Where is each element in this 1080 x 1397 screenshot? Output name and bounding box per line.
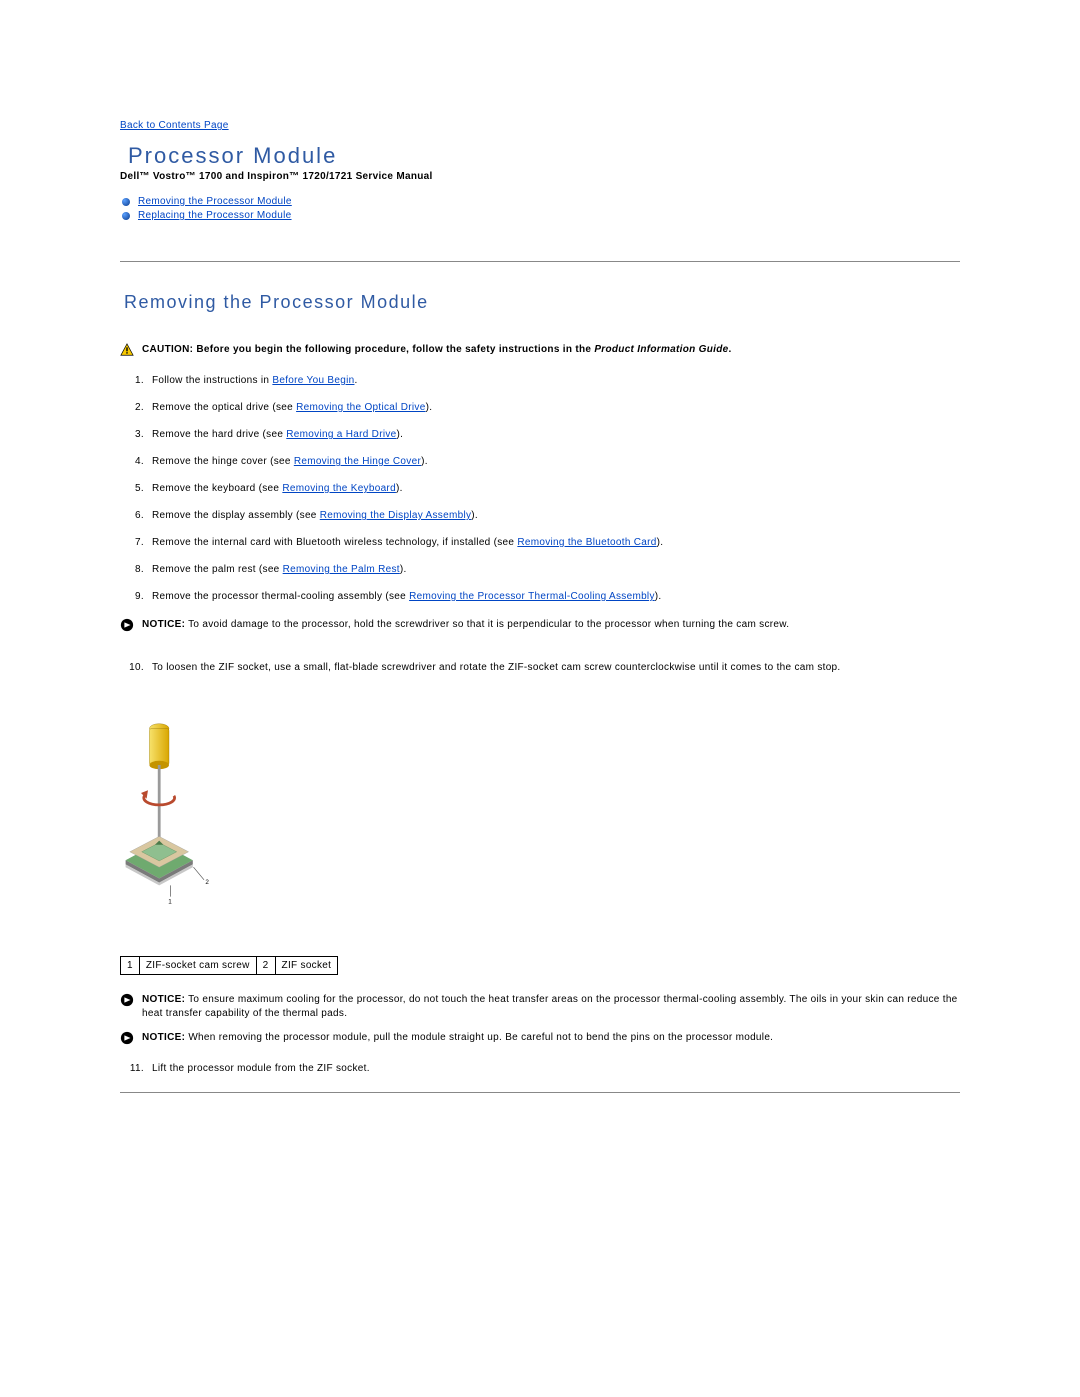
legend-text-2: ZIF socket — [275, 957, 338, 975]
notice-icon — [120, 1031, 134, 1045]
back-to-contents-link[interactable]: Back to Contents Page — [120, 120, 229, 131]
steps-list-2: To loosen the ZIF socket, use a small, f… — [120, 662, 960, 673]
step-link[interactable]: Removing the Processor Thermal-Cooling A… — [409, 591, 655, 602]
step-text: Remove the palm rest (see — [152, 564, 283, 575]
toc-link-removing[interactable]: Removing the Processor Module — [138, 196, 292, 207]
caution-post: . — [728, 344, 731, 355]
step-3: Remove the hard drive (see Removing a Ha… — [148, 429, 960, 440]
divider — [120, 1092, 960, 1093]
legend-table: 1 ZIF-socket cam screw 2 ZIF socket — [120, 956, 338, 975]
step-text: ). — [657, 537, 664, 548]
toc-link-replacing[interactable]: Replacing the Processor Module — [138, 210, 292, 221]
step-8: Remove the palm rest (see Removing the P… — [148, 564, 960, 575]
caution-text: CAUTION: Before you begin the following … — [142, 343, 732, 357]
step-6: Remove the display assembly (see Removin… — [148, 510, 960, 521]
notice-body: When removing the processor module, pull… — [188, 1032, 773, 1043]
step-link[interactable]: Removing the Bluetooth Card — [517, 537, 656, 548]
legend-num-2: 2 — [256, 957, 275, 975]
notice-label: NOTICE: — [142, 619, 185, 630]
step-text: ). — [426, 402, 433, 413]
step-link[interactable]: Removing the Display Assembly — [320, 510, 472, 521]
diagram-label-1: 1 — [168, 899, 172, 906]
step-text: Remove the processor thermal-cooling ass… — [152, 591, 409, 602]
section-heading: Removing the Processor Module — [124, 292, 960, 313]
step-text: To loosen the ZIF socket, use a small, f… — [152, 662, 841, 673]
step-5: Remove the keyboard (see Removing the Ke… — [148, 483, 960, 494]
step-link[interactable]: Before You Begin — [272, 375, 354, 386]
step-7: Remove the internal card with Bluetooth … — [148, 537, 960, 548]
caution-italic: Product Information Guide — [594, 344, 728, 355]
notice-icon — [120, 993, 134, 1007]
diagram-label-2: 2 — [205, 879, 209, 886]
step-text: Lift the processor module from the ZIF s… — [152, 1063, 370, 1074]
steps-list: Follow the instructions in Before You Be… — [120, 375, 960, 602]
step-text: Remove the hard drive (see — [152, 429, 286, 440]
step-text: ). — [400, 564, 407, 575]
notice-label: NOTICE: — [142, 994, 185, 1005]
step-text: Remove the optical drive (see — [152, 402, 296, 413]
toc-list: Removing the Processor Module Replacing … — [120, 196, 960, 221]
step-text: ). — [471, 510, 478, 521]
notice-icon — [120, 618, 134, 632]
notice-text: NOTICE: To avoid damage to the processor… — [142, 618, 789, 632]
caution-pre: Before you begin the following procedure… — [196, 344, 594, 355]
notice-body: To ensure maximum cooling for the proces… — [142, 994, 958, 1019]
step-link[interactable]: Removing the Optical Drive — [296, 402, 426, 413]
step-11: Lift the processor module from the ZIF s… — [148, 1063, 960, 1074]
step-link[interactable]: Removing a Hard Drive — [286, 429, 396, 440]
step-2: Remove the optical drive (see Removing t… — [148, 402, 960, 413]
notice-text: NOTICE: To ensure maximum cooling for th… — [142, 993, 960, 1021]
page-subtitle: Dell™ Vostro™ 1700 and Inspiron™ 1720/17… — [120, 171, 960, 182]
step-text: ). — [397, 429, 404, 440]
caution-label: CAUTION: — [142, 344, 193, 355]
step-text: ). — [421, 456, 428, 467]
step-link[interactable]: Removing the Palm Rest — [283, 564, 400, 575]
step-text: Remove the keyboard (see — [152, 483, 282, 494]
divider — [120, 261, 960, 262]
notice-label: NOTICE: — [142, 1032, 185, 1043]
processor-diagram: 1 2 — [120, 689, 320, 942]
steps-list-3: Lift the processor module from the ZIF s… — [120, 1063, 960, 1074]
notice-text: NOTICE: When removing the processor modu… — [142, 1031, 773, 1045]
legend-num-1: 1 — [121, 957, 140, 975]
step-text: Follow the instructions in — [152, 375, 272, 386]
step-1: Follow the instructions in Before You Be… — [148, 375, 960, 386]
notice-block-1: NOTICE: To avoid damage to the processor… — [120, 618, 960, 632]
notice-block-3: NOTICE: When removing the processor modu… — [120, 1031, 960, 1045]
step-text: ). — [655, 591, 662, 602]
caution-icon — [120, 343, 134, 357]
caution-block: CAUTION: Before you begin the following … — [120, 343, 960, 357]
page-title: Processor Module — [128, 143, 960, 169]
step-10: To loosen the ZIF socket, use a small, f… — [148, 662, 960, 673]
step-text: . — [354, 375, 357, 386]
step-text: Remove the hinge cover (see — [152, 456, 294, 467]
legend-text-1: ZIF-socket cam screw — [139, 957, 256, 975]
step-4: Remove the hinge cover (see Removing the… — [148, 456, 960, 467]
step-link[interactable]: Removing the Keyboard — [282, 483, 396, 494]
step-text: Remove the internal card with Bluetooth … — [152, 537, 517, 548]
step-text: ). — [396, 483, 403, 494]
step-link[interactable]: Removing the Hinge Cover — [294, 456, 421, 467]
notice-body: To avoid damage to the processor, hold t… — [188, 619, 789, 630]
step-9: Remove the processor thermal-cooling ass… — [148, 591, 960, 602]
step-text: Remove the display assembly (see — [152, 510, 320, 521]
notice-block-2: NOTICE: To ensure maximum cooling for th… — [120, 993, 960, 1021]
